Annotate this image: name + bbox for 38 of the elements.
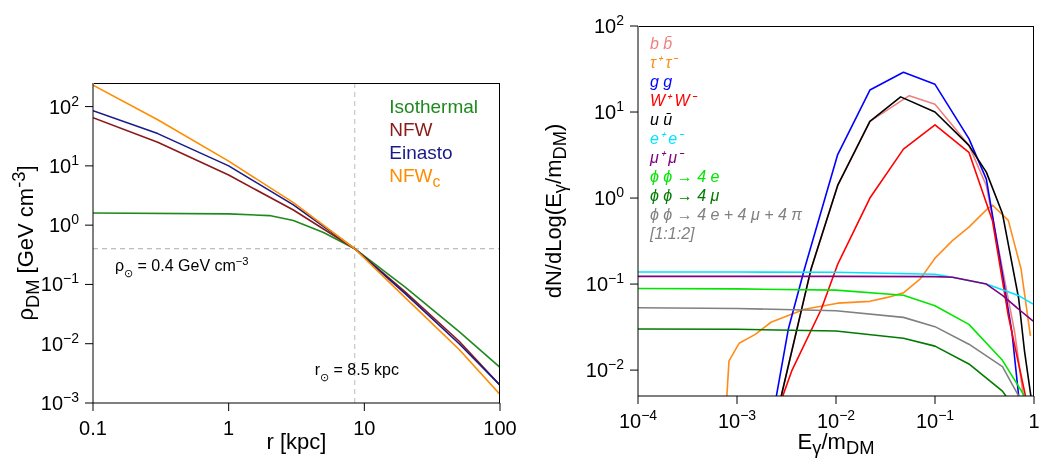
text: W⁺ W⁻	[650, 91, 699, 110]
x-axis-title: E$_{γ}$/m$_{DM}$	[797, 429, 875, 459]
y-tick-label: 10$^{0}$	[48, 211, 80, 237]
text: τ⁺ τ⁻	[650, 53, 680, 72]
text: μ⁺ μ⁻	[650, 148, 686, 167]
text: g g	[650, 72, 674, 91]
text: NFW$_{c}$	[389, 164, 442, 192]
text: ϕ ϕ → 4 μ	[650, 186, 721, 205]
y-tick-label: 10$^{−3}$	[40, 389, 80, 414]
x-tick-label: 10	[353, 417, 376, 439]
y-tick-label: 10$^{2}$	[593, 12, 625, 37]
text: ϕ ϕ → 4 e	[650, 167, 721, 186]
ref-line-label: ρ$_{⊙}$ = 0.4 GeV cm$^{−3}$	[115, 254, 249, 279]
text: e⁺ e⁻	[650, 129, 686, 148]
x-tick-label: 1	[1028, 410, 1040, 432]
text: ϕ ϕ → 4 e + 4 μ + 4 π [1:1:2]	[650, 205, 803, 243]
x-tick-label: 10$^{−1}$	[915, 407, 955, 432]
x-tick-label: 10$^{−2}$	[816, 407, 856, 432]
text: Einasto	[389, 141, 454, 164]
x-tick-label: 100	[483, 417, 517, 439]
y-tick-label: 10$^{−2}$	[585, 356, 625, 382]
y-tick-label: 10$^{1}$	[48, 151, 80, 177]
ref-line-label: r$_{⊙}$ = 8.5 kpc	[314, 361, 399, 383]
text: u ū	[650, 110, 674, 129]
y-tick-label: 10$^{−1}$	[585, 270, 625, 296]
text: NFW	[389, 118, 434, 141]
x-tick-label: 1	[223, 417, 235, 439]
x-axis-title: r [kpc]	[266, 429, 327, 454]
text: Isothermal	[389, 95, 478, 118]
text: b b̄	[650, 34, 674, 53]
x-tick-label: 0.1	[79, 417, 107, 439]
y-tick-label: 10$^{2}$	[48, 92, 80, 118]
y-tick-label: 10$^{−1}$	[40, 270, 80, 296]
x-tick-label: 10$^{−4}$	[618, 407, 658, 432]
y-tick-label: 10$^{1}$	[593, 98, 625, 124]
y-tick-label: 10$^{0}$	[593, 184, 625, 210]
x-tick-label: 10$^{−3}$	[717, 407, 757, 432]
y-tick-label: 10$^{−2}$	[40, 329, 80, 355]
